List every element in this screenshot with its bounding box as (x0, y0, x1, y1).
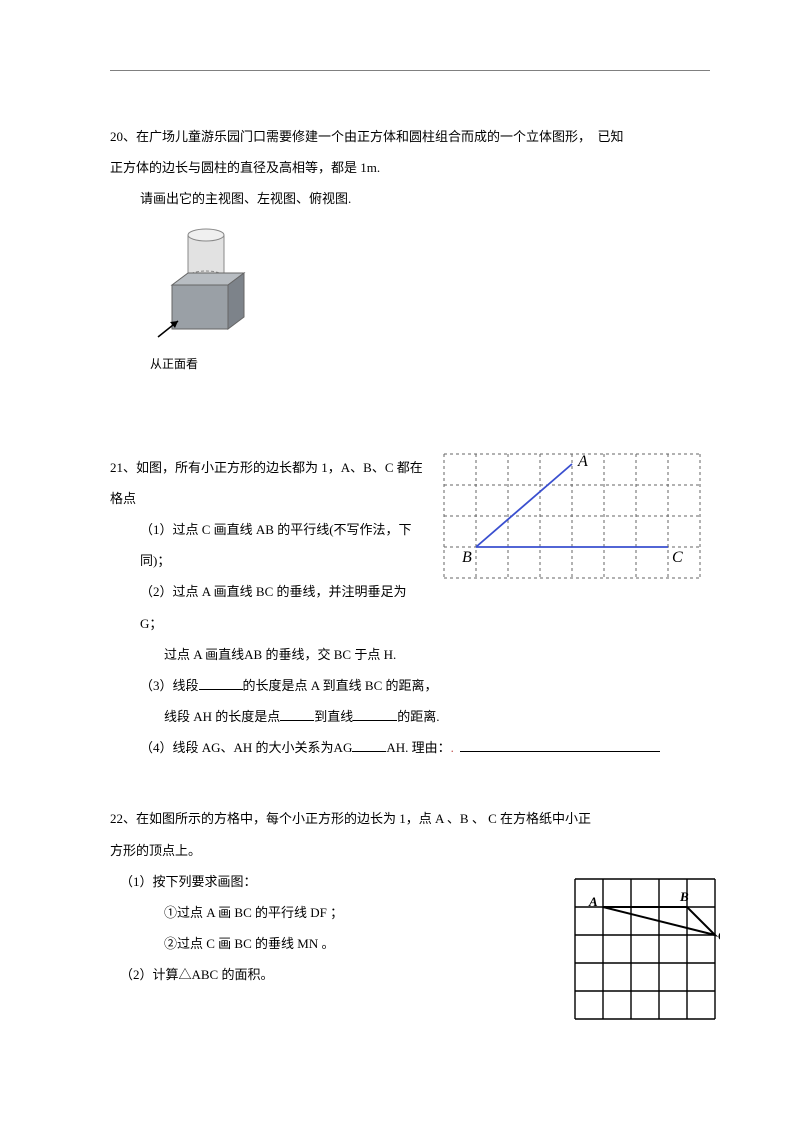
grid5x5-icon: A B C (570, 874, 720, 1024)
q20-line3: 请画出它的主视图、左视图、俯视图. (110, 183, 710, 214)
blank-2 (280, 708, 314, 721)
q21-p4: （4）线段 AG、AH 的大小关系为AGAH. 理由：. (110, 732, 710, 763)
q21-p3e: 的距离. (397, 709, 439, 724)
q22-num: 22、 (110, 811, 136, 826)
svg-text:B: B (679, 889, 689, 904)
blank-3 (353, 708, 397, 721)
blank-4 (352, 739, 386, 752)
q21-p3-line2: 线段 AH 的长度是点 到直线 的距离. (110, 701, 710, 732)
grid-triangle-icon: A B C (440, 446, 710, 586)
svg-text:B: B (462, 549, 472, 566)
q22-p1b-text: ②过点 C 画 BC 的垂线 MN 。 (164, 936, 334, 951)
q21-p3: （3）线段 的长度是点 A 到直线 BC 的距离， (110, 670, 710, 701)
q22-intro1: 在如图所示的方格中，每个小正方形的边长为 1，点 A 、B 、 C 在方格纸中小… (136, 811, 591, 826)
q21-p3a: （3）线段 (140, 678, 199, 693)
blank-1 (199, 677, 243, 690)
q21-p3b: 的长度是点 A 到直线 BC 的距离， (243, 678, 438, 693)
q21-p4b: AH. 理由： (386, 740, 450, 755)
q20-caption: 从正面看 (150, 355, 710, 372)
svg-text:A: A (577, 453, 588, 470)
q22-line2: 方形的顶点上。 (110, 835, 710, 866)
svg-text:C: C (718, 928, 720, 943)
q21-figure: A B C (440, 446, 710, 591)
top-rule (110, 70, 710, 71)
cube-cylinder-icon (150, 225, 270, 340)
q20-text1: 在广场儿童游乐园门口需要修建一个由正方体和圆柱组合而成的一个立体图形， 已知 (136, 129, 624, 144)
q21-p3c: 线段 AH 的长度是点 (164, 709, 280, 724)
q20-line2: 正方体的边长与圆柱的直径及高相等，都是 1m. (110, 152, 710, 183)
svg-text:C: C (672, 549, 683, 566)
q22-figure: A B C (570, 874, 710, 1029)
svg-text:A: A (588, 894, 598, 909)
q21-p4a: （4）线段 AG、AH 的大小关系为AG (140, 740, 352, 755)
q20-figure (150, 225, 710, 345)
blank-5 (460, 739, 660, 752)
q22-line1: 22、在如图所示的方格中，每个小正方形的边长为 1，点 A 、B 、 C 在方格… (110, 803, 710, 834)
q20-line1: 20、在广场儿童游乐园门口需要修建一个由正方体和圆柱组合而成的一个立体图形， 已… (110, 121, 710, 152)
q21-p3d: 到直线 (314, 709, 353, 724)
q21-num: 21、 (110, 460, 136, 475)
q21-p2b: 过点 A 画直线AB 的垂线，交 BC 于点 H. (110, 639, 710, 670)
q20-num: 20、 (110, 129, 136, 144)
q22-p1a-text: ①过点 A 画 BC 的平行线 DF ； (164, 905, 343, 920)
q21-intro: 如图，所有小正方形的边长都为 1，A、B、C 都在格点 (110, 460, 423, 506)
